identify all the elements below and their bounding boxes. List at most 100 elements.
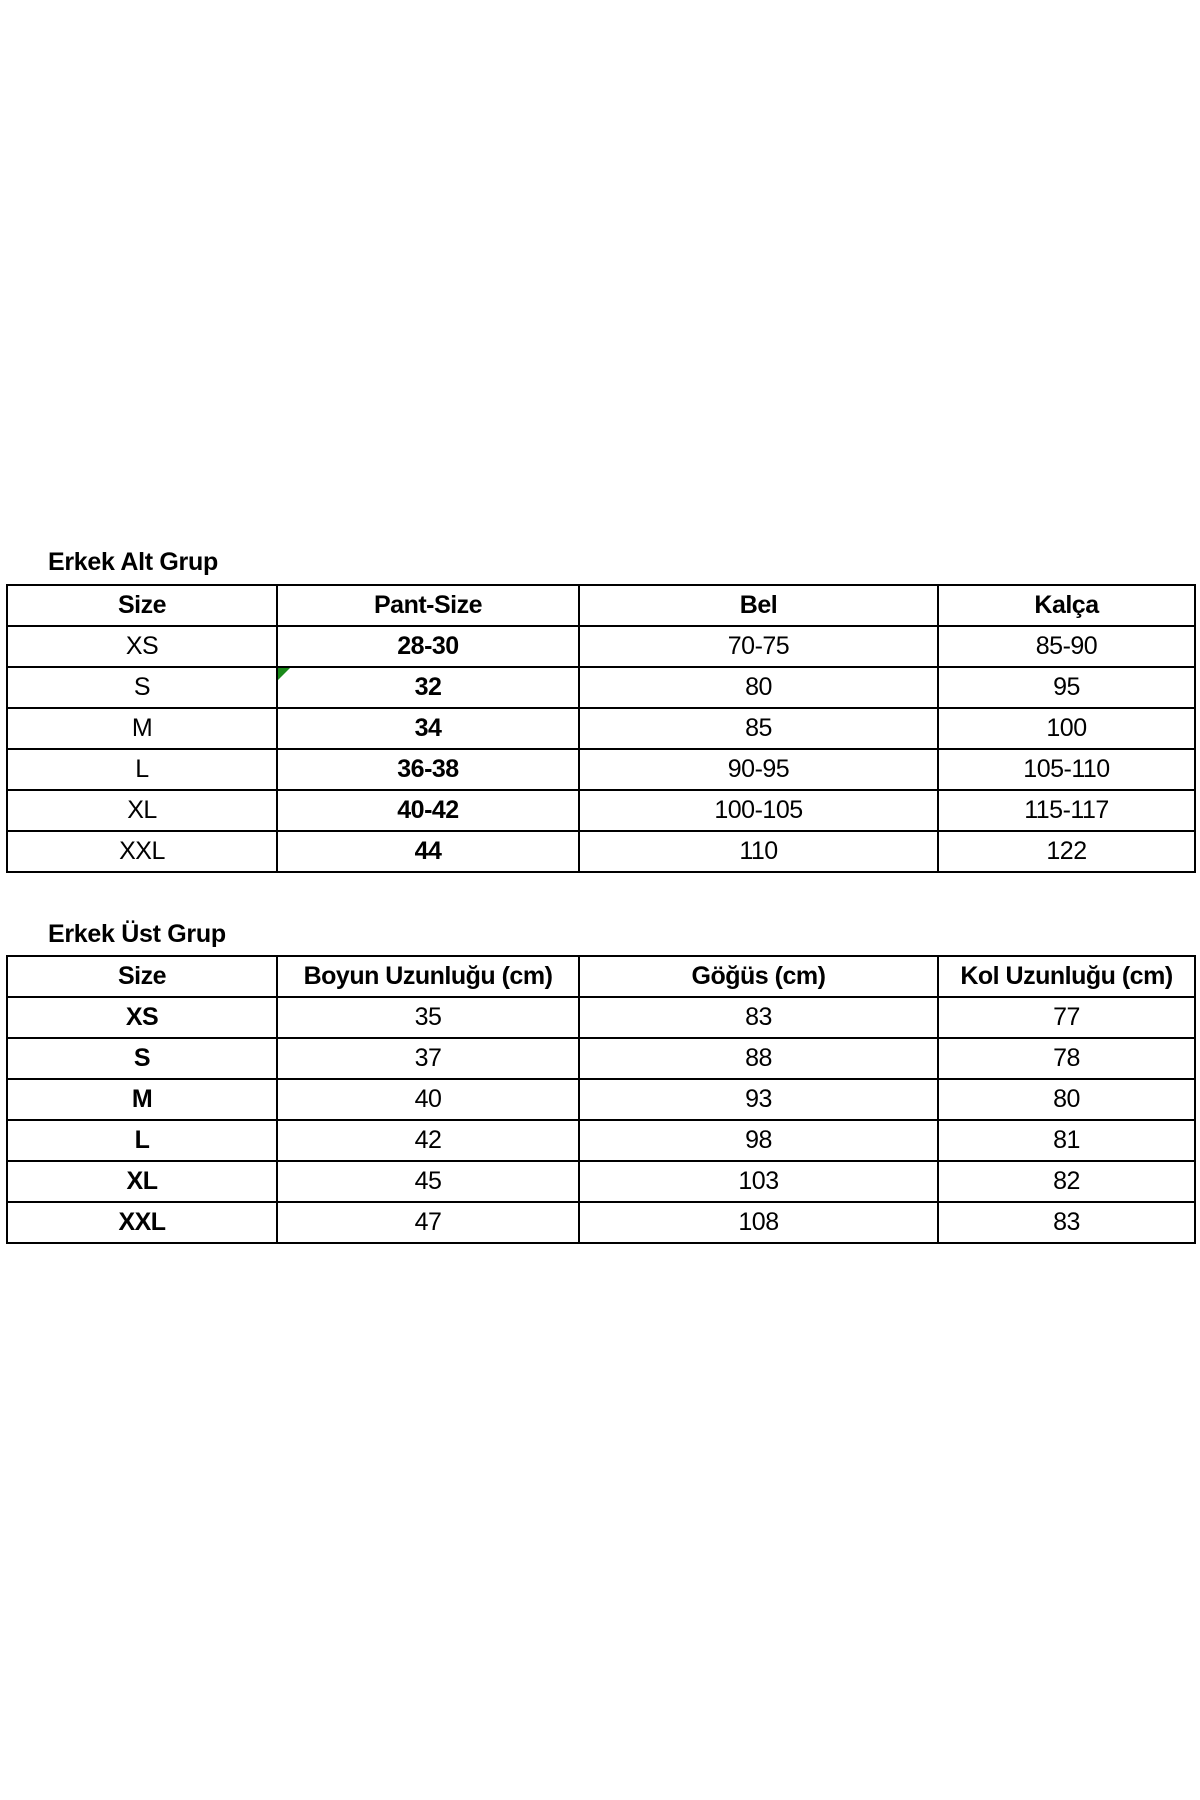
table-cell: 110	[578, 830, 939, 873]
cell-text: XXL	[118, 1208, 166, 1236]
table-row: XL 45 103 82	[6, 1160, 1196, 1203]
table-cell: 88	[578, 1037, 939, 1080]
table-cell: S	[6, 666, 278, 709]
table-cell: 80	[937, 1078, 1196, 1121]
table-cell: 40-42	[276, 789, 580, 832]
table-cell: 85	[578, 707, 939, 750]
cell-text: 108	[738, 1208, 779, 1236]
table-row: M 34 85 100	[6, 707, 1196, 750]
cell-text: 70-75	[727, 632, 790, 660]
header-row: Size Boyun Uzunluğu (cm) Göğüs (cm) Kol Uzu…	[6, 955, 1196, 998]
table-cell: S	[6, 1037, 278, 1080]
table-row: XXL 44 110 122	[6, 830, 1196, 873]
table-cell: 40	[276, 1078, 580, 1121]
cell-text: 40-42	[397, 796, 459, 824]
table-cell: 93	[578, 1078, 939, 1121]
table-cell: 90-95	[578, 748, 939, 791]
cell-text: 85-90	[1035, 632, 1098, 660]
lower-table-title: Erkek Alt Grup	[48, 548, 218, 576]
table-row: XS 35 83 77	[6, 996, 1196, 1039]
table-cell: XXL	[6, 830, 278, 873]
cell-text: L	[134, 1126, 150, 1154]
table-cell: XL	[6, 1160, 278, 1203]
table-cell: 122	[937, 830, 1196, 873]
table-cell: 35	[276, 996, 580, 1039]
table-cell: 78	[937, 1037, 1196, 1080]
table-cell: 105-110	[937, 748, 1196, 791]
table-cell: 100	[937, 707, 1196, 750]
cell-text: M	[131, 1085, 153, 1113]
table-row: L 42 98 81	[6, 1119, 1196, 1162]
column-header: Kalça	[937, 584, 1196, 627]
table-cell: 85-90	[937, 625, 1196, 668]
cell-text: 115-117	[1024, 796, 1109, 824]
cell-text: 35	[414, 1003, 442, 1031]
cell-text: 95	[1053, 673, 1080, 701]
table-cell: XS	[6, 625, 278, 668]
column-header: Göğüs (cm)	[578, 955, 939, 998]
cell-text: 80	[745, 673, 772, 701]
comment-marker-icon[interactable]	[278, 668, 290, 680]
table-cell: L	[6, 1119, 278, 1162]
table-cell: 98	[578, 1119, 939, 1162]
cell-text: 42	[414, 1126, 442, 1154]
cell-text: XXL	[119, 837, 165, 865]
table-cell: 103	[578, 1160, 939, 1203]
column-header: Size	[6, 584, 278, 627]
column-header: Pant-Size	[276, 584, 580, 627]
upper-size-table: Size Boyun Uzunluğu (cm) Göğüs (cm) Kol Uzu…	[6, 955, 1196, 1244]
cell-text: XS	[125, 632, 159, 660]
table-cell: 95	[937, 666, 1196, 709]
table-row: S 32 80 95	[6, 666, 1196, 709]
cell-text: 80	[1053, 1085, 1080, 1113]
cell-text: 28-30	[397, 632, 459, 660]
table-cell: 83	[937, 1201, 1196, 1244]
table-cell: 81	[937, 1119, 1196, 1162]
cell-text: 37	[414, 1044, 442, 1072]
table-cell: XXL	[6, 1201, 278, 1244]
column-header: Kol Uzunluğu (cm)	[937, 955, 1196, 998]
cell-text: 93	[745, 1085, 772, 1113]
table-cell: 70-75	[578, 625, 939, 668]
table-cell: 37	[276, 1037, 580, 1080]
cell-text: 83	[1053, 1208, 1080, 1236]
table-cell: 83	[578, 996, 939, 1039]
table-cell: XL	[6, 789, 278, 832]
cell-text: 32	[414, 673, 442, 701]
cell-text: 98	[745, 1126, 772, 1154]
cell-text: S	[133, 673, 151, 701]
cell-text: S	[133, 1044, 151, 1072]
column-header: Boyun Uzunluğu (cm)	[276, 955, 580, 998]
cell-text: 78	[1053, 1044, 1080, 1072]
table-row: XL 40-42 100-105 115-117	[6, 789, 1196, 832]
cell-text: 82	[1053, 1167, 1080, 1195]
cell-text: 103	[738, 1167, 779, 1195]
cell-text: 81	[1053, 1126, 1080, 1154]
cell-text: L	[135, 755, 149, 783]
table-cell: 32	[276, 666, 580, 709]
cell-text: 122	[1046, 837, 1087, 865]
cell-text: 44	[414, 837, 442, 865]
table-cell: 36-38	[276, 748, 580, 791]
column-header: Bel	[578, 584, 939, 627]
cell-text: 100	[1046, 714, 1087, 742]
table-row: XS 28-30 70-75 85-90	[6, 625, 1196, 668]
column-header: Size	[6, 955, 278, 998]
cell-text: 45	[414, 1167, 442, 1195]
cell-text: XL	[126, 1167, 158, 1195]
table-cell: 80	[578, 666, 939, 709]
cell-text: 36-38	[397, 755, 459, 783]
table-cell: XS	[6, 996, 278, 1039]
table-cell: 34	[276, 707, 580, 750]
table-row: XXL 47 108 83	[6, 1201, 1196, 1244]
cell-text: 77	[1053, 1003, 1080, 1031]
cell-text: 40	[414, 1085, 442, 1113]
cell-text: 85	[745, 714, 772, 742]
cell-text: 110	[739, 837, 778, 865]
table-cell: 100-105	[578, 789, 939, 832]
cell-text: 105-110	[1023, 755, 1110, 783]
table-cell: 115-117	[937, 789, 1196, 832]
cell-text: 88	[745, 1044, 772, 1072]
cell-text: 83	[745, 1003, 772, 1031]
cell-text: XL	[127, 796, 157, 824]
